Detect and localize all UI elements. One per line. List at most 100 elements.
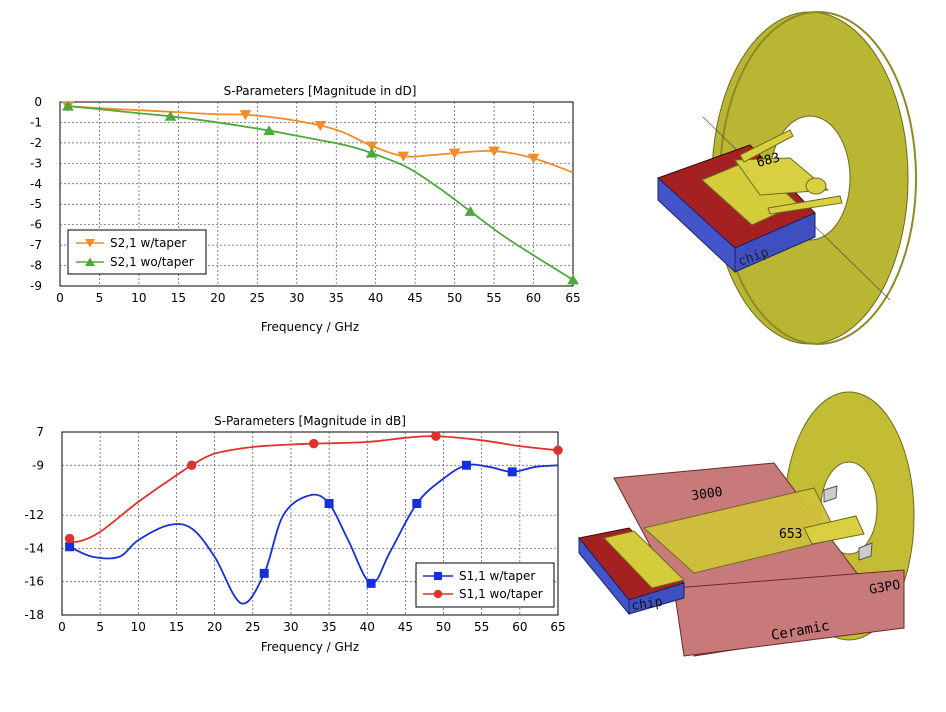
legend-label-0: S2,1 w/taper — [110, 236, 186, 250]
y-tick-label: -14 — [24, 541, 44, 555]
label-3000: 3000 — [690, 485, 723, 504]
x-axis-label: Frequency / GHz — [261, 640, 359, 654]
chart-s21: S-Parameters [Magnitude in dD] 0 -1 -2 -3 -4… — [30, 84, 581, 334]
x-tick-label: 55 — [486, 291, 501, 305]
x-tick-label: 5 — [96, 291, 104, 305]
legend-marker-1 — [85, 257, 95, 266]
x-tick-label: 55 — [474, 620, 489, 634]
legend-marker-1 — [433, 589, 443, 599]
data-point — [324, 499, 334, 509]
x-tick-label: 10 — [131, 620, 146, 634]
x-tick-label: 65 — [565, 291, 580, 305]
legend: S2,1 w/taper S2,1 wo/taper — [67, 229, 207, 275]
pin-top — [739, 129, 794, 163]
y-tick-label: -18 — [24, 608, 44, 622]
data-point — [464, 205, 477, 216]
data-point — [366, 578, 376, 588]
data-point — [259, 568, 269, 578]
chip-front — [734, 212, 816, 273]
legend-marker-0 — [85, 239, 95, 248]
chart-title: S-Parameters [Magnitude in dD] — [224, 84, 417, 98]
y-tick-label: -5 — [30, 197, 42, 211]
x-tick-label: 45 — [408, 291, 423, 305]
x-tick-label: 30 — [283, 620, 298, 634]
x-tick-label: 20 — [207, 620, 222, 634]
label-653: 653 — [779, 527, 802, 542]
x-tick-label: 30 — [289, 291, 304, 305]
pin-top — [823, 485, 838, 503]
x-tick-label: 0 — [58, 620, 66, 634]
y-tick-label: 0 — [34, 95, 42, 109]
label-chip: chip — [630, 595, 663, 614]
data-point — [64, 533, 75, 544]
y-tick-labels: 0 -1 -2 -3 -4 -5 -6 -7 -8 -9 — [30, 95, 42, 293]
x-tick-label: 60 — [526, 291, 541, 305]
cable-end — [805, 177, 827, 195]
legend-label-1: S1,1 wo/taper — [459, 587, 543, 601]
y-tick-label: -1 — [30, 115, 42, 129]
legend-box — [67, 229, 207, 275]
x-tick-labels: 0 5 10 15 20 25 30 35 40 45 50 55 60 65 — [58, 620, 565, 634]
pin-bottom — [858, 542, 873, 561]
data-point — [314, 121, 327, 131]
x-axis-label: Frequency / GHz — [261, 320, 359, 334]
legend-marker-0 — [434, 572, 442, 580]
x-tick-label: 65 — [550, 620, 565, 634]
data-point — [507, 467, 517, 477]
data-point — [365, 141, 378, 152]
legend-box — [415, 562, 555, 608]
data-point — [461, 460, 471, 470]
legend: S1,1 w/taper S1,1 wo/taper — [415, 562, 555, 608]
x-tick-label: 50 — [447, 291, 462, 305]
data-point — [239, 110, 252, 121]
data-point — [448, 148, 461, 159]
data-point — [527, 153, 540, 164]
y-tick-label: -4 — [30, 177, 42, 191]
render-top-chip-g3po: 683 chip — [657, 11, 917, 345]
data-point — [65, 542, 75, 552]
legend-label-1: S2,1 wo/taper — [110, 255, 194, 269]
x-tick-label: 40 — [368, 291, 383, 305]
x-tick-label: 5 — [96, 620, 104, 634]
y-tick-label: -3 — [30, 156, 42, 170]
y-tick-label: -16 — [24, 575, 44, 589]
data-point — [397, 151, 410, 162]
chip-side — [578, 536, 630, 616]
y-tick-label: 7 — [36, 425, 44, 439]
data-point — [553, 445, 563, 456]
data-point — [186, 460, 197, 471]
x-tick-label: 10 — [131, 291, 146, 305]
series-layer — [64, 431, 563, 605]
y-tick-label: -8 — [30, 259, 42, 273]
data-point — [488, 146, 500, 157]
x-tick-label: 15 — [171, 291, 186, 305]
y-tick-label: -9 — [30, 279, 42, 293]
data-point — [62, 100, 74, 111]
data-point — [567, 274, 579, 285]
x-tick-label: 45 — [398, 620, 413, 634]
trace-pad — [603, 530, 685, 589]
y-tick-label: -2 — [30, 136, 42, 150]
chart-title: S-Parameters [Magnitude in dB] — [214, 414, 406, 428]
pin-bottom — [767, 195, 843, 215]
x-tick-labels: 0 5 10 15 20 25 30 35 40 45 50 55 60 65 — [56, 291, 580, 305]
y-tick-label: -12 — [24, 508, 44, 522]
x-tick-label: 40 — [360, 620, 375, 634]
data-point — [164, 110, 177, 121]
x-tick-label: 25 — [250, 291, 265, 305]
render-bottom-chip-ceramic: 3000 653 G3PO Ceramic chip — [578, 391, 915, 657]
y-tick-label: -9 — [32, 458, 44, 472]
series-line-1 — [69, 435, 559, 543]
x-tick-label: 0 — [56, 291, 64, 305]
y-tick-label: -7 — [30, 238, 42, 252]
series-line-0 — [67, 105, 574, 174]
data-point — [263, 125, 276, 136]
label-g3po: G3PO — [868, 578, 902, 598]
x-tick-label: 15 — [169, 620, 184, 634]
cable — [734, 157, 830, 196]
series-line-0 — [69, 463, 559, 605]
legend-label-0: S1,1 w/taper — [459, 569, 535, 583]
x-tick-label: 35 — [329, 291, 344, 305]
x-tick-label: 50 — [436, 620, 451, 634]
data-point — [365, 147, 378, 158]
